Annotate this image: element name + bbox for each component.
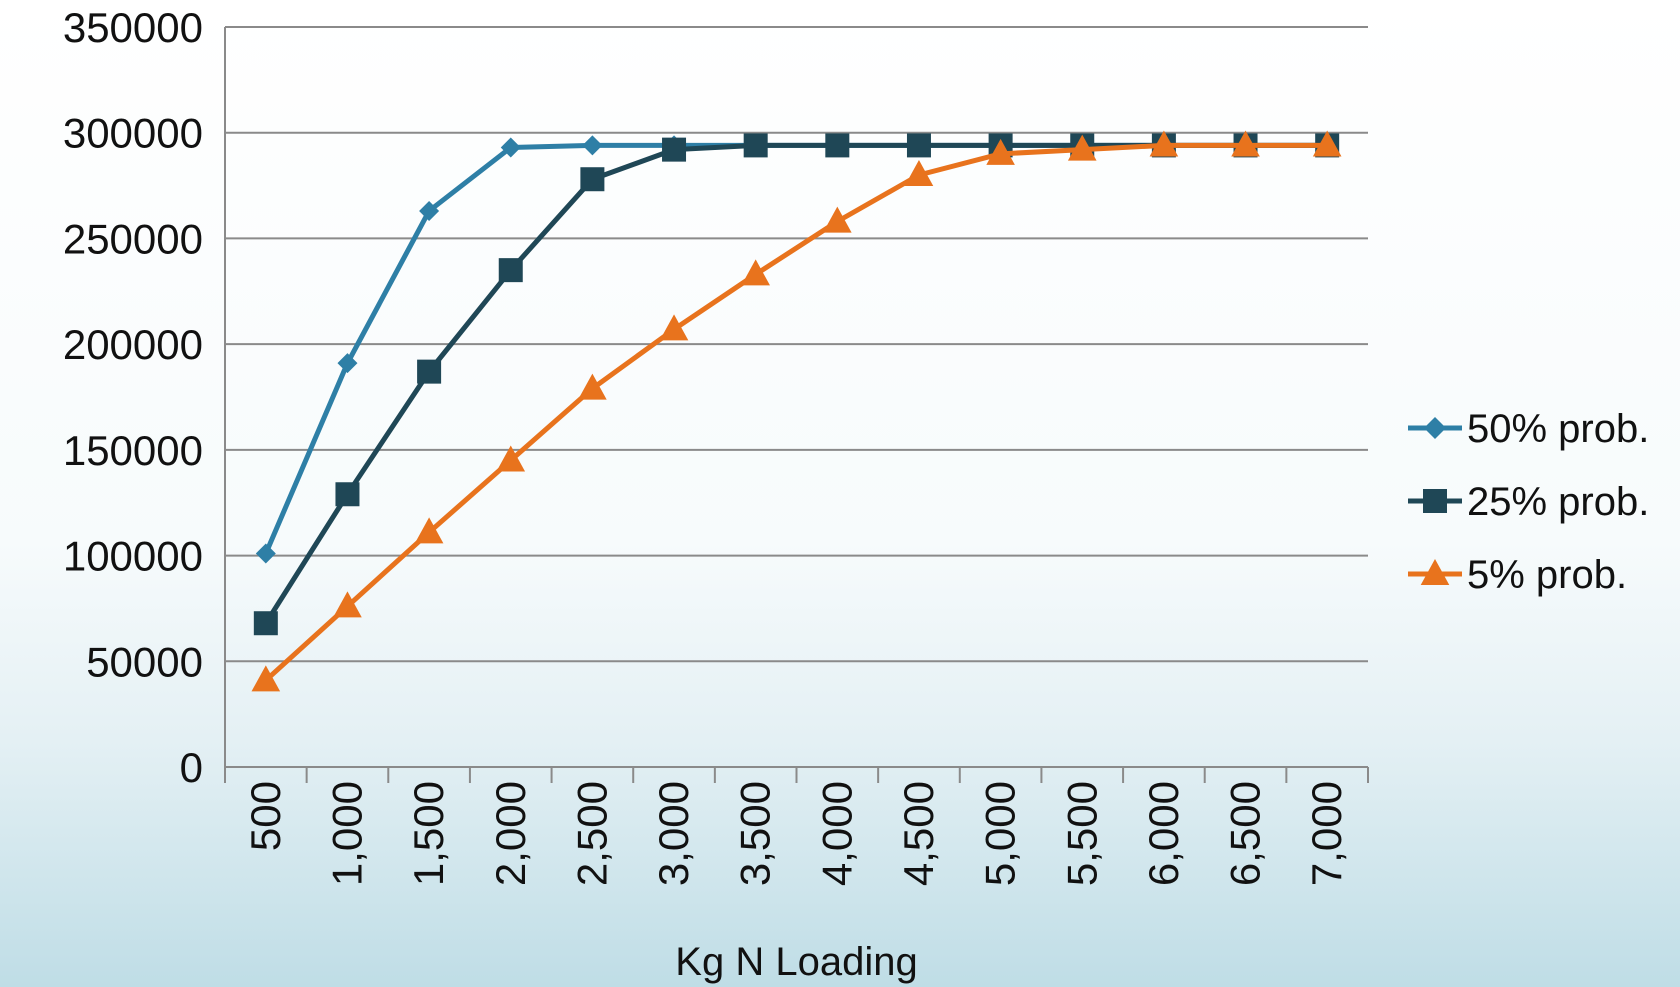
- square-marker: [417, 359, 442, 384]
- x-tick-label: 6,500: [1222, 781, 1269, 886]
- legend: 50% prob. 25% prob. 5% prob.: [1408, 407, 1649, 597]
- square-marker: [743, 133, 768, 158]
- triangle-marker: [578, 373, 607, 400]
- square-marker: [662, 137, 687, 162]
- triangle-marker: [904, 160, 934, 187]
- diamond-marker: [1424, 417, 1446, 439]
- diamond-marker: [419, 200, 440, 221]
- series-line: [264, 142, 1328, 683]
- triangle-marker: [659, 314, 689, 341]
- y-tick-label: 250000: [63, 215, 203, 262]
- triangle-marker: [741, 259, 770, 286]
- y-tick-label: 200000: [63, 321, 203, 368]
- x-tick-label: 2,000: [487, 781, 534, 886]
- triangle-marker: [1067, 134, 1097, 161]
- axes: [224, 27, 1369, 783]
- triangle-marker: [414, 517, 444, 544]
- legend-label: 25% prob.: [1467, 480, 1649, 524]
- y-tick-label: 300000: [63, 110, 203, 157]
- square-marker: [825, 133, 850, 158]
- x-tick-label: 1,500: [405, 781, 452, 886]
- x-axis-title: Kg N Loading: [675, 940, 917, 984]
- triangle-marker: [251, 665, 281, 692]
- triangle-marker: [333, 591, 362, 618]
- triangle-marker: [1312, 130, 1342, 157]
- square-marker: [580, 167, 605, 192]
- x-tick-label: 4,000: [813, 781, 860, 886]
- square-marker: [1423, 489, 1447, 513]
- series-1: [255, 135, 1338, 564]
- triangle-marker: [1420, 559, 1450, 586]
- x-tick-label: 500: [242, 781, 289, 851]
- diamond-marker: [255, 543, 276, 564]
- series-lines: [251, 130, 1342, 692]
- triangle-marker: [496, 445, 526, 472]
- x-tick-label: 5,500: [1058, 781, 1105, 886]
- diamond-marker: [582, 135, 603, 156]
- legend-item: 50% prob.: [1408, 407, 1649, 451]
- square-marker: [335, 482, 360, 507]
- x-tick-label: 4,500: [895, 781, 942, 886]
- x-tick-label: 3,500: [732, 781, 779, 886]
- y-tick-label: 50000: [86, 638, 203, 685]
- y-tick-label: 150000: [63, 427, 203, 474]
- triangle-marker: [986, 138, 1015, 165]
- square-marker: [906, 133, 931, 158]
- square-marker: [253, 611, 278, 636]
- x-tick-label: 2,500: [568, 781, 615, 886]
- x-tick-label: 1,000: [323, 781, 370, 886]
- triangle-marker: [1149, 130, 1179, 157]
- diamond-marker: [337, 353, 358, 374]
- legend-label: 50% prob.: [1467, 407, 1649, 451]
- x-tick-label: 5,000: [977, 781, 1024, 886]
- y-tick-label: 0: [180, 744, 203, 791]
- triangle-marker: [1231, 130, 1260, 157]
- square-marker: [498, 258, 523, 283]
- legend-item: 5% prob.: [1408, 553, 1627, 597]
- x-axis-tick-labels: 500 1,000 1,500 2,000 2,500 3,000 3,500 4,000 4,…: [242, 781, 1350, 886]
- legend-item: 25% prob.: [1408, 480, 1649, 524]
- series-2: [253, 133, 1340, 636]
- triangle-marker: [823, 206, 852, 233]
- y-tick-label: 100000: [63, 533, 203, 580]
- legend-label: 5% prob.: [1467, 553, 1627, 597]
- y-tick-label: 350000: [63, 4, 203, 51]
- x-tick-label: 3,000: [650, 781, 697, 886]
- diamond-marker: [500, 137, 521, 158]
- gridlines: [225, 26, 1368, 768]
- x-tick-label: 6,000: [1140, 781, 1187, 886]
- x-tick-label: 7,000: [1303, 781, 1350, 886]
- y-axis-tick-labels: 0 50000 100000 150000 200000 250000 300000 3500…: [63, 4, 203, 791]
- series-3: [251, 130, 1342, 692]
